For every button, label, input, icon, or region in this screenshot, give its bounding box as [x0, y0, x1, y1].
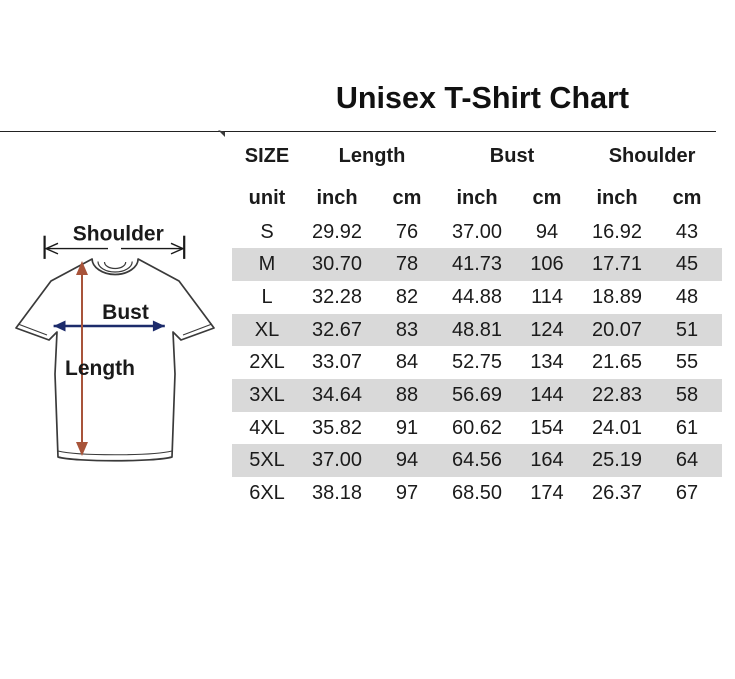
svg-text:Shoulder: Shoulder [73, 223, 164, 246]
svg-text:Bust: Bust [102, 301, 149, 324]
svg-text:Length: Length [65, 357, 135, 380]
